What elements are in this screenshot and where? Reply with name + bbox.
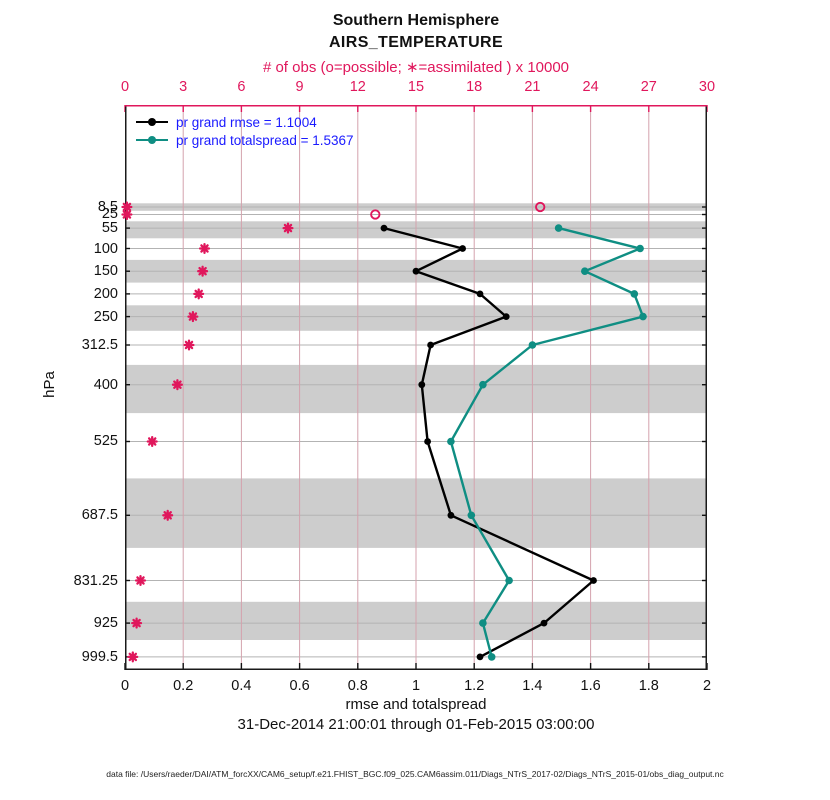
y-axis-tick-label: 831.25 <box>73 572 118 589</box>
top-axis-tick-label: 0 <box>120 79 130 95</box>
obs-assimilated-marker <box>193 288 205 300</box>
y-axis-tick-label: 8.5 <box>97 199 118 215</box>
y-axis-tick-label: 525 <box>93 433 118 450</box>
legend: pr grand rmse = 1.1004 pr grand totalspre… <box>136 113 354 149</box>
data-file-path: data file: /Users/raeder/DAI/ATM_forcXX/… <box>106 769 724 779</box>
obs-assimilated-marker <box>131 617 143 629</box>
obs-possible-marker <box>535 201 546 213</box>
series-marker-dot <box>505 576 513 585</box>
obs-assimilated-marker <box>146 435 158 448</box>
series-marker-dot <box>424 438 431 445</box>
legend-item: pr grand totalspread = 1.5367 <box>136 131 354 149</box>
x-axis-tick-label: 1.8 <box>638 678 659 694</box>
y-axis-tick-label: 925 <box>93 615 118 632</box>
series-marker-dot <box>639 312 647 321</box>
x-axis-tick-label: 1 <box>411 678 421 694</box>
obs-assimilated-marker <box>127 651 139 663</box>
y-axis-tick-label: 55 <box>101 220 118 237</box>
y-axis-tick-label: 25 <box>101 206 118 223</box>
y-axis-tick-label: 687.5 <box>81 507 118 524</box>
series-line <box>383 226 595 658</box>
top-axis-tick-label: 21 <box>524 79 541 95</box>
series-marker-dot <box>630 290 639 298</box>
legend-line-sample <box>136 135 168 144</box>
series-marker-dot <box>479 619 487 627</box>
obs-possible-marker <box>370 209 381 220</box>
series-marker-dot <box>427 341 434 349</box>
x-axis-tick-label: 0.2 <box>173 678 194 694</box>
obs-assimilated-marker <box>197 265 209 277</box>
y-axis-tick-label: 250 <box>93 308 118 325</box>
series-marker-dot <box>590 577 597 584</box>
y-axis-tick-label: 400 <box>93 376 118 393</box>
series-marker-dot <box>554 224 563 232</box>
series-marker-dot <box>459 245 466 252</box>
y-axis-tick-label: 312.5 <box>81 337 118 354</box>
plot-title: Southern Hemisphere <box>332 12 500 29</box>
series-marker-dot <box>502 313 510 320</box>
x-axis-tick-label: 0.6 <box>289 678 310 694</box>
top-axis-tick-label: 30 <box>698 79 716 95</box>
legend-marker-dot <box>148 135 156 144</box>
series-marker-dot <box>540 619 548 627</box>
legend-line-sample <box>136 117 168 126</box>
top-axis-tick-label: 9 <box>295 79 304 95</box>
legend-label: pr grand rmse = 1.1004 <box>176 114 317 130</box>
series-line <box>449 226 645 658</box>
x-axis-tick-label: 1.2 <box>464 678 485 694</box>
obs-assimilated-marker <box>134 574 147 587</box>
top-axis-tick-label: 3 <box>179 79 188 95</box>
y-axis-tick-label: 100 <box>93 240 118 257</box>
series-marker-dot <box>476 653 484 661</box>
chart-plot-area <box>121 105 708 670</box>
top-axis-tick-label: 15 <box>407 79 425 95</box>
y-axis-tick-label: 150 <box>93 263 118 280</box>
obs-assimilated-marker <box>121 201 133 213</box>
obs-assimilated-marker <box>121 208 133 221</box>
x-axis-tick-label: 1.4 <box>522 678 543 694</box>
series-marker-dot <box>467 511 476 520</box>
legend-item: pr grand rmse = 1.1004 <box>136 113 354 131</box>
legend-marker-dot <box>148 117 156 126</box>
x-axis-tick-label: 1.6 <box>580 678 601 694</box>
x-axis-label: rmse and totalspread <box>345 696 487 713</box>
top-axis-tick-label: 24 <box>582 79 599 95</box>
y-axis-tick-label: 200 <box>93 285 118 302</box>
date-range: 31-Dec-2014 21:00:01 through 01-Feb-2015… <box>237 716 595 733</box>
series-marker-dot <box>380 224 388 232</box>
x-axis-tick-label: 0.4 <box>231 678 252 694</box>
series-marker-dot <box>412 267 420 275</box>
series-marker-dot <box>528 341 537 349</box>
obs-assimilated-marker <box>171 379 183 391</box>
series-marker-dot <box>581 267 589 275</box>
top-axis-tick-label: 27 <box>640 79 657 95</box>
obs-assimilated-marker <box>183 339 195 351</box>
plot-variable-title: AIRS_TEMPERATURE <box>328 34 504 51</box>
legend-label: pr grand totalspread = 1.5367 <box>176 132 354 148</box>
x-axis-tick-label: 0.8 <box>347 678 368 694</box>
top-axis-tick-label: 12 <box>349 79 366 95</box>
top-axis-tick-label: 18 <box>466 79 483 95</box>
series-marker-dot <box>636 244 644 253</box>
obs-assimilated-marker <box>162 509 174 521</box>
y-axis-tick-label: 999.5 <box>81 648 118 665</box>
top-axis-label: # of obs (o=possible; ∗=assimilated ) x … <box>262 59 570 76</box>
x-axis-tick-label: 0 <box>120 678 130 694</box>
series-marker-dot <box>418 381 426 389</box>
obs-assimilated-marker <box>187 311 199 323</box>
series-marker-dot <box>447 437 455 446</box>
series-marker-dot <box>479 380 487 389</box>
x-axis-tick-label: 2 <box>702 678 712 694</box>
top-axis-tick-label: 6 <box>237 79 246 95</box>
obs-assimilated-marker <box>282 222 294 234</box>
series-marker-dot <box>476 290 484 298</box>
obs-assimilated-marker <box>198 242 211 255</box>
series-marker-dot <box>487 653 496 661</box>
series-marker-dot <box>447 511 455 519</box>
